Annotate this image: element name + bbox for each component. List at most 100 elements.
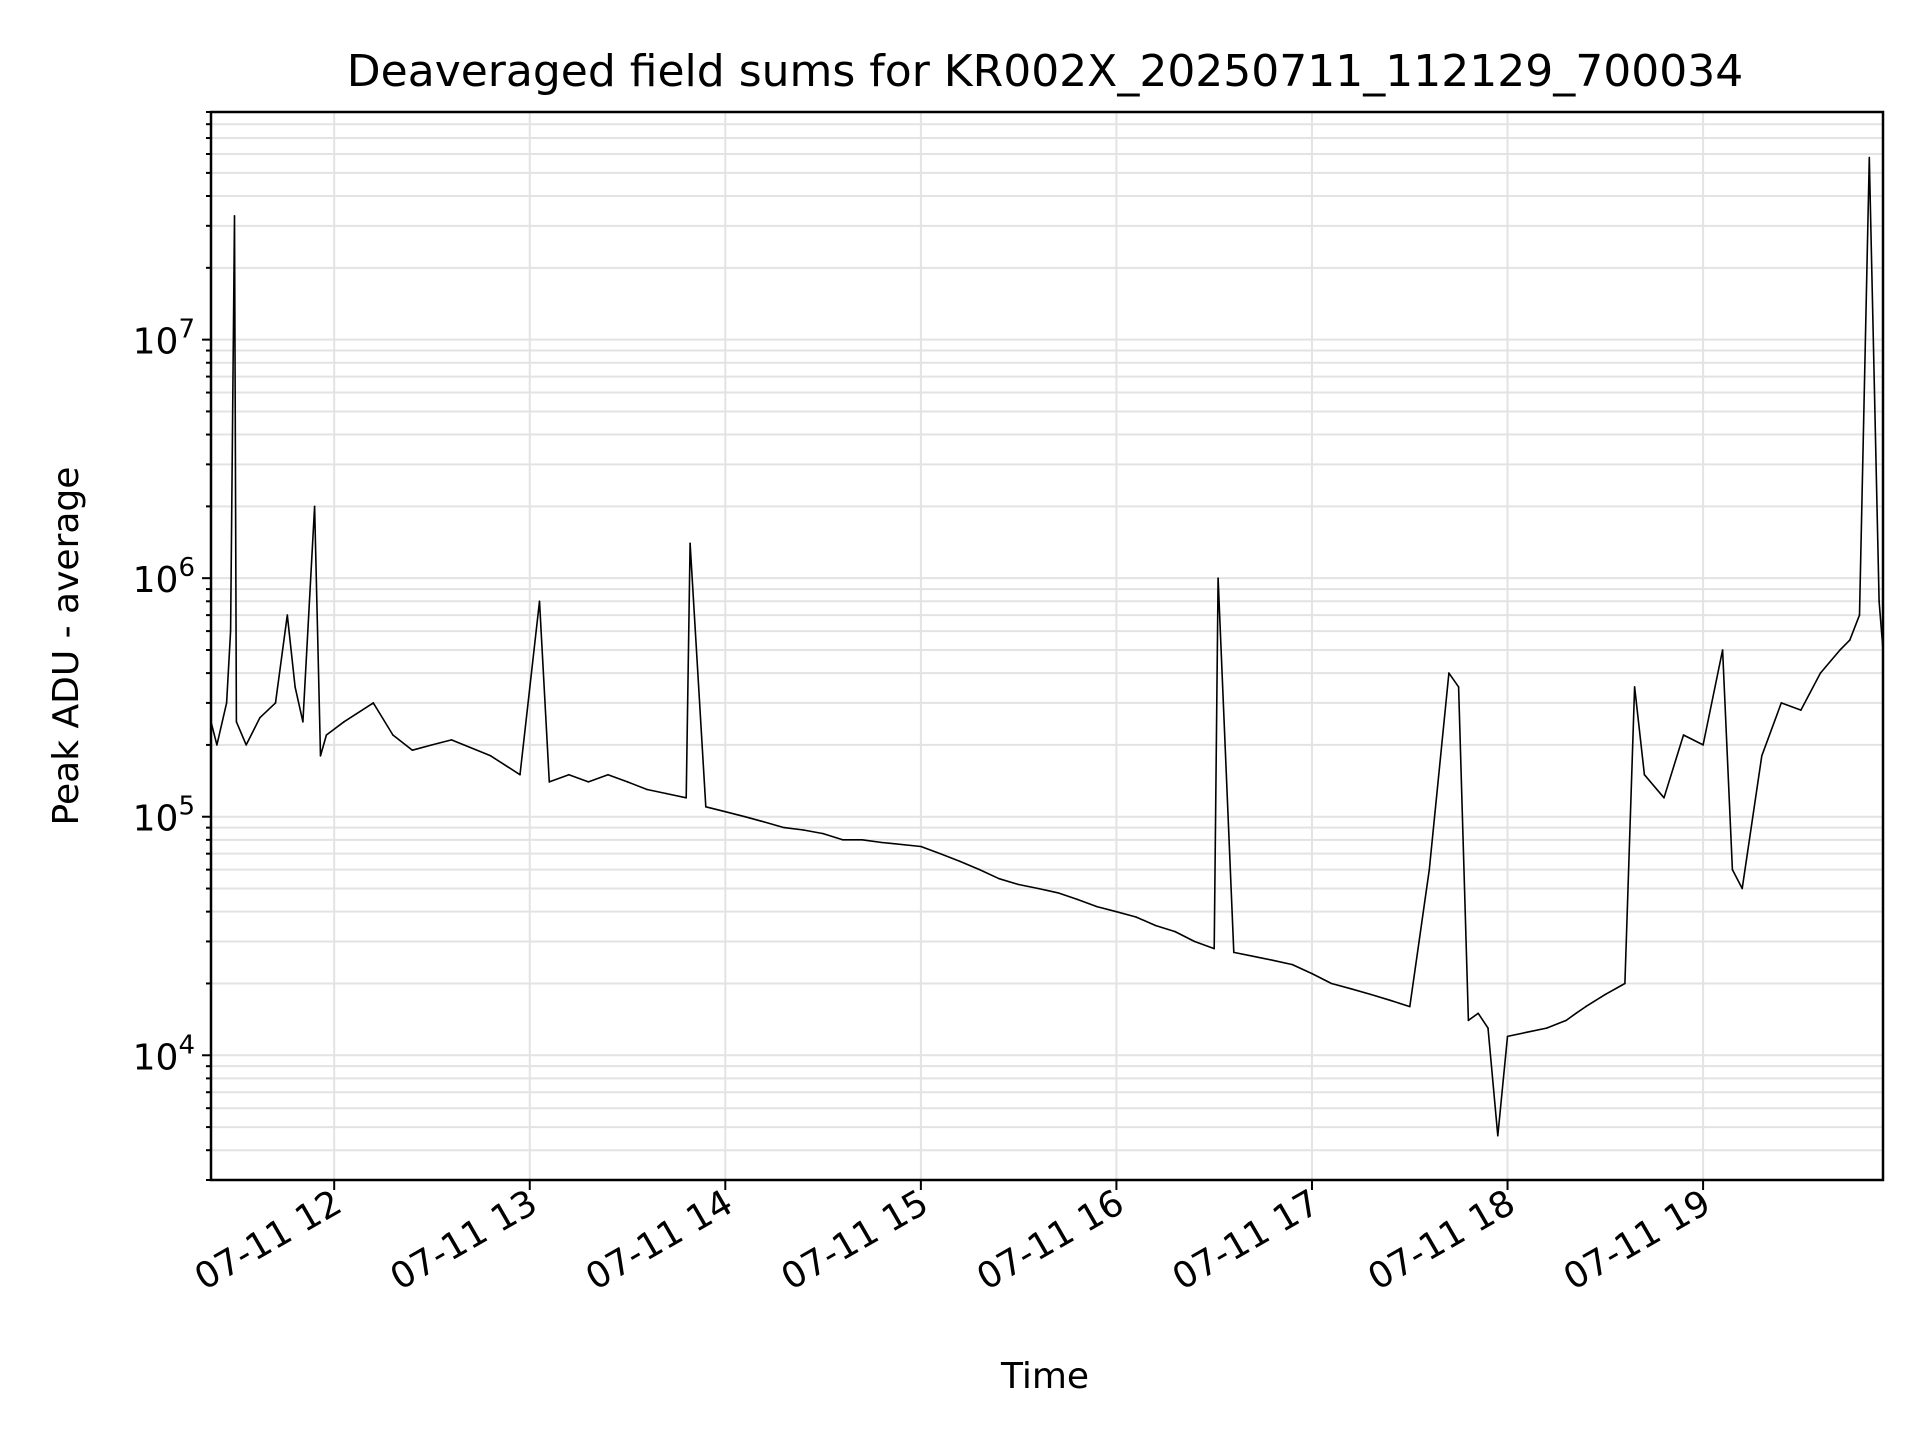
data-point [1096,905,1098,908]
plot-frame [209,110,1885,1182]
data-point [1217,577,1219,579]
data-point [939,852,942,855]
data-point [724,810,727,813]
data-point [881,841,883,844]
data-point [1213,947,1215,950]
data-point [431,744,433,746]
data-point [1780,702,1783,704]
data-point [1721,649,1724,651]
line-layer [210,156,1884,1137]
x-tick-label: 07-11 17 [1166,1182,1327,1298]
data-point [1389,999,1391,1002]
data-point [343,721,345,723]
grid-layer [211,111,1883,1181]
data-point [1076,898,1079,901]
data-point [1291,963,1294,966]
data-point [1682,734,1685,736]
data-point [1233,951,1235,954]
data-point [1819,672,1822,674]
data-point [216,744,218,746]
x-axis-label: Time [1000,1356,1089,1397]
data-point [744,815,746,818]
data-point [229,630,232,632]
data-point [1154,924,1157,927]
data-point [313,505,316,508]
data-point [1868,156,1871,159]
data-point [1350,988,1352,990]
data-point [841,839,844,841]
data-point [802,829,805,831]
data-point [225,702,228,704]
y-tick-label: 104 [133,1030,195,1078]
data-point [1702,744,1704,746]
data-point [259,716,261,719]
data-point [1252,955,1255,958]
data-point [1409,1005,1411,1008]
data-point [1643,773,1646,776]
data-point [538,600,541,603]
data-point [705,806,707,808]
data-point [1037,887,1039,890]
data-point [1193,940,1196,943]
data-point [763,821,766,823]
data-point [646,788,648,791]
data-point [1545,1027,1548,1029]
data-point [319,755,322,757]
data-point [1311,972,1313,975]
chart-title: Deaveraged field sums for KR002X_2025071… [347,46,1743,97]
data-point [1487,1027,1489,1029]
data-point [822,832,824,835]
data-point [685,797,687,799]
data-point [1057,892,1059,894]
x-tick-label: 07-11 14 [579,1182,740,1298]
data-point [235,721,238,723]
x-tick-label: 07-11 18 [1361,1182,1522,1298]
data-point [286,614,289,616]
data-point [519,773,521,776]
data-point [920,845,922,848]
data-point [861,839,863,841]
data-point [1878,600,1880,603]
data-point [1477,1012,1479,1015]
x-tick-label: 07-11 13 [384,1182,545,1298]
data-point [274,702,277,704]
data-point [998,877,1000,880]
data-point [245,744,247,746]
data-point [626,781,629,783]
data-point [1800,709,1802,711]
data-point [689,542,691,545]
x-tick-label: 07-11 16 [970,1182,1131,1298]
data-point [1839,649,1841,651]
x-tick-label: 07-11 12 [188,1182,349,1298]
data-point [1585,1005,1587,1008]
data-point [665,792,668,795]
data-point [1741,887,1743,890]
data-point [411,749,414,751]
data-point [1858,614,1861,616]
data-point [1731,868,1734,871]
data-point [372,702,375,704]
data-point [783,826,785,829]
data-point [1526,1031,1528,1033]
data-point [392,734,394,736]
data-point [1272,959,1274,962]
x-tick-label: 07-11 19 [1557,1182,1718,1298]
data-point [302,721,304,723]
data-point [294,686,296,688]
data-point [1448,672,1450,674]
data-point [1604,993,1607,996]
data-point [1017,883,1020,886]
y-tick-label: 107 [133,315,195,363]
data-point [607,773,609,776]
data-point [587,781,590,783]
data-point [1457,686,1460,688]
data-point [548,781,551,783]
data-point [1330,982,1333,985]
data-point [1575,1012,1577,1015]
x-tick-label: 07-11 15 [775,1182,936,1298]
data-point [1428,868,1431,871]
data-point [1624,982,1626,985]
series-line [210,156,1884,1137]
